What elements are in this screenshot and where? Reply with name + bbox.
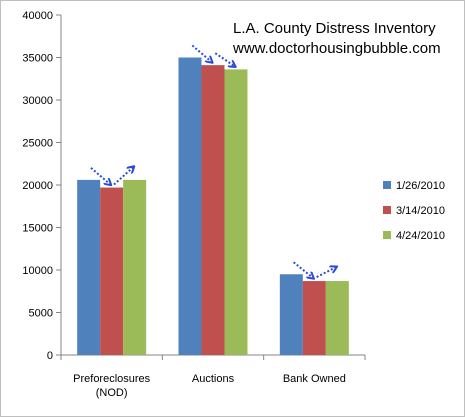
bar-2-cat-1 [100, 187, 124, 355]
bar-2-cat-3 [302, 281, 326, 355]
bar-1-cat-3 [279, 274, 303, 355]
trend-arrows [90, 44, 337, 279]
bar-2-cat-2 [201, 65, 225, 356]
legend-swatch [383, 231, 391, 239]
y-tick-label: 35000 [22, 53, 53, 65]
chart-subtitle: www.doctorhousingbubble.com [232, 40, 441, 57]
category-label: Preforeclosures (NOD) [73, 373, 151, 399]
legend-label: 4/24/2010 [396, 230, 445, 242]
y-tick-label: 10000 [22, 265, 53, 277]
bar-3-cat-2 [224, 69, 248, 356]
y-tick-label: 0 [47, 350, 53, 362]
y-tick-label: 15000 [22, 223, 53, 235]
legend: 1/26/2010 3/14/2010 4/24/2010 [383, 180, 445, 242]
chart-title: L.A. County Distress Inventory [233, 20, 436, 37]
bar-3-cat-3 [325, 281, 349, 355]
y-tick-label: 30000 [22, 95, 53, 107]
y-tick-label: 5000 [29, 308, 53, 320]
y-tick-label: 20000 [22, 180, 53, 192]
y-tick-label: 40000 [22, 10, 53, 22]
bar-1-cat-1 [77, 179, 101, 355]
legend-label: 3/14/2010 [396, 205, 445, 217]
trend-arrow [191, 44, 212, 63]
category-labels: Preforeclosures (NOD) Auctions Bank Owned [73, 373, 346, 399]
trend-arrow [90, 167, 111, 185]
trend-arrow [113, 167, 134, 186]
trend-arrow [214, 52, 235, 66]
trend-arrow [316, 267, 337, 278]
legend-label: 1/26/2010 [396, 180, 445, 192]
legend-swatch [383, 206, 391, 214]
y-tick-label: 25000 [22, 138, 53, 150]
bar-3-cat-1 [123, 179, 147, 355]
y-axis-ticks: 0 5000 10000 15000 20000 25000 30000 35000 40000 [22, 10, 61, 362]
bar-1-cat-2 [178, 57, 202, 355]
trend-arrow [293, 261, 314, 278]
bars [77, 57, 349, 356]
category-label: Bank Owned [283, 373, 346, 385]
category-label: Auctions [192, 373, 235, 385]
legend-swatch [383, 181, 391, 189]
